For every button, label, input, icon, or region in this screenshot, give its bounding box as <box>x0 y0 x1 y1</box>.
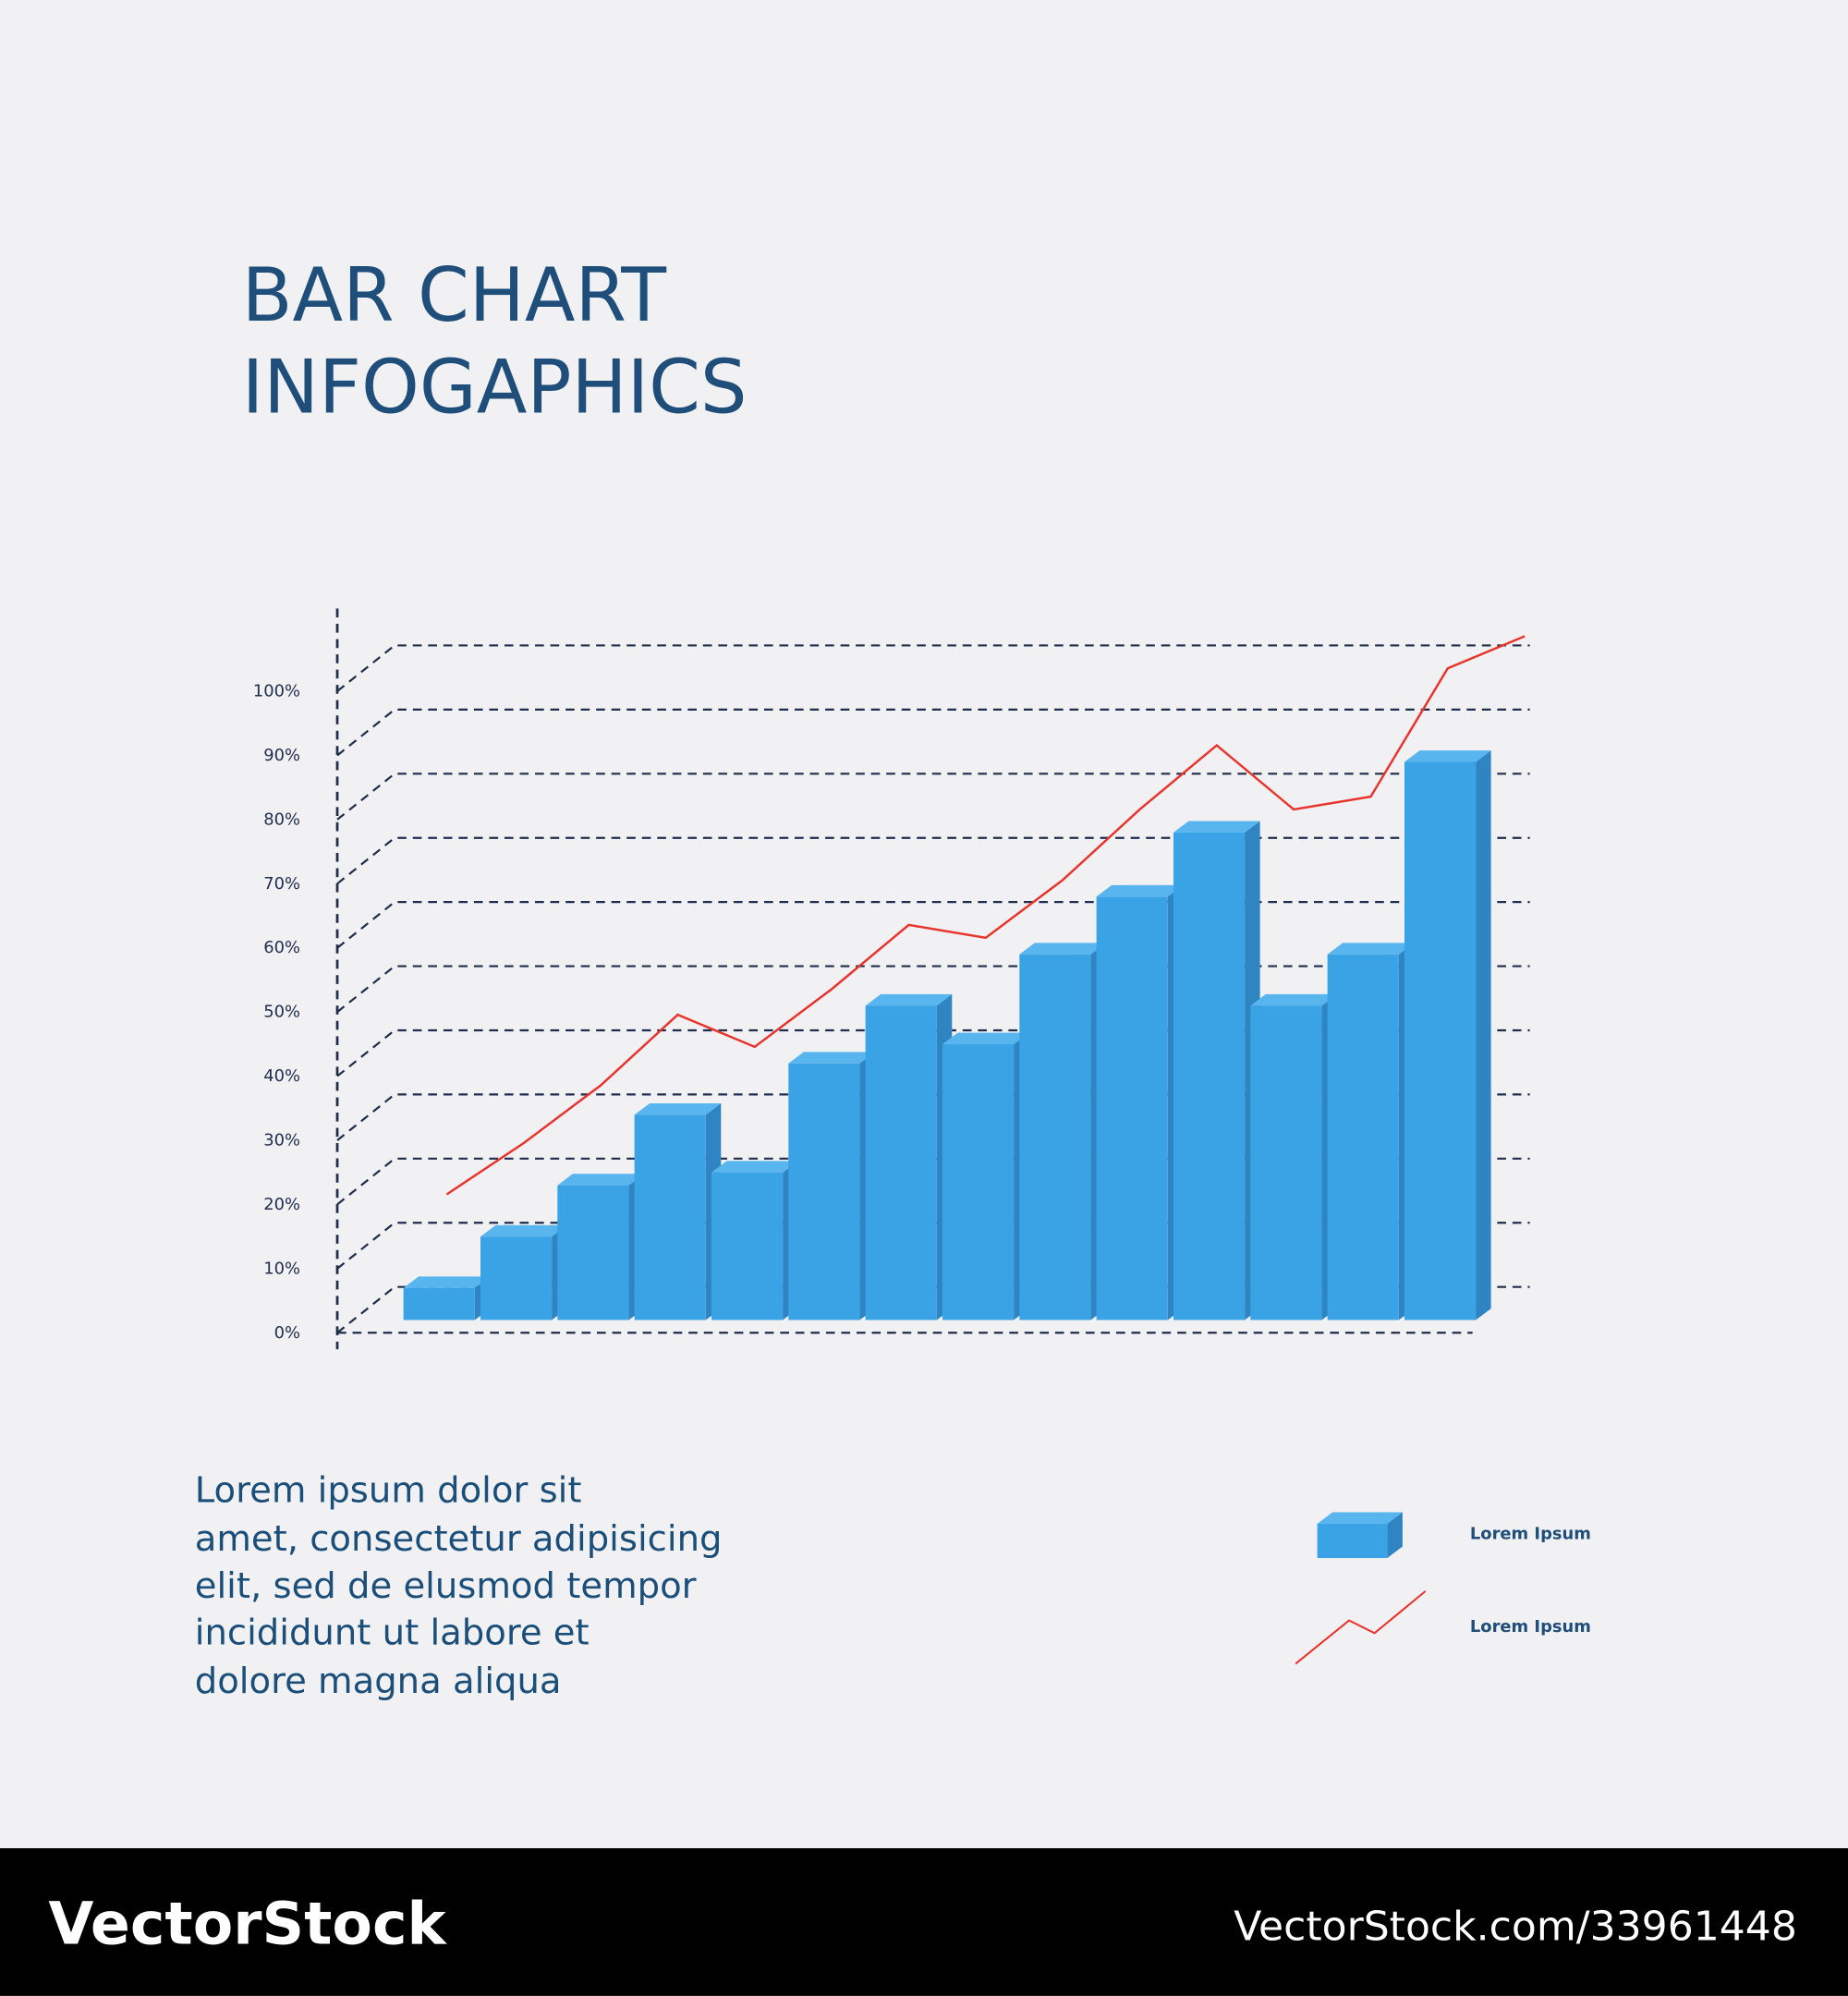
bar-top <box>1250 993 1337 1006</box>
bar-top <box>1404 750 1491 762</box>
bar <box>1327 954 1399 1321</box>
footer-band <box>0 1848 1848 1996</box>
bar <box>788 1063 860 1321</box>
bar <box>480 1236 553 1321</box>
bar <box>711 1172 784 1321</box>
y-tick-label: 40% <box>263 1066 300 1086</box>
legend-line <box>1295 1590 1427 1665</box>
bar <box>1404 761 1477 1321</box>
bar <box>634 1114 706 1321</box>
bar <box>1096 896 1168 1321</box>
bar <box>942 1043 1015 1321</box>
grid-line <box>336 708 1530 757</box>
grid-line <box>336 644 1530 692</box>
y-tick-label: 90% <box>263 746 300 765</box>
legend: Lorem Ipsum Lorem Ipsum <box>1295 1512 1591 1665</box>
bar-side <box>1476 750 1491 1321</box>
bar-top <box>1096 884 1184 897</box>
bar <box>557 1185 629 1321</box>
bar-top <box>403 1276 491 1288</box>
bar <box>1019 954 1091 1321</box>
legend-label: Lorem Ipsum <box>1470 1524 1591 1543</box>
footer-id: VectorStock.com/33961448 <box>1234 1903 1797 1950</box>
y-tick-label: 60% <box>263 938 300 957</box>
bar-top <box>634 1102 722 1115</box>
y-tick-label: 30% <box>263 1131 300 1150</box>
footer-brand: VectorStock <box>48 1889 447 1957</box>
legend-swatch <box>1317 1512 1403 1524</box>
y-tick-label: 70% <box>263 874 300 894</box>
y-tick-label: 10% <box>263 1259 300 1278</box>
bar-top <box>865 993 953 1006</box>
body-text: amet, consectetur adipisicing <box>195 1518 723 1560</box>
bar-top <box>1173 821 1260 833</box>
bar <box>865 1005 937 1321</box>
y-tick-label: 20% <box>263 1195 300 1214</box>
bar <box>1173 832 1246 1321</box>
body-text: dolore magna aliqua <box>195 1661 562 1702</box>
bar-top <box>788 1052 875 1064</box>
background <box>0 0 1848 1848</box>
title-line: BAR CHART <box>242 252 667 338</box>
grid-line <box>336 773 1530 821</box>
title-line: INFOGAPHICS <box>242 344 748 430</box>
bar-top <box>557 1174 644 1186</box>
bar-top <box>942 1032 1029 1044</box>
body-text: elit, sed de elusmod tempor <box>195 1565 697 1607</box>
bar-top <box>1327 943 1415 955</box>
bar-top <box>480 1224 567 1237</box>
grid-line <box>336 836 1530 885</box>
legend-swatch <box>1387 1512 1403 1559</box>
legend-swatch <box>1317 1523 1388 1559</box>
bar-top <box>1019 943 1106 955</box>
y-tick-label: 80% <box>263 809 300 829</box>
bar <box>1250 1005 1322 1321</box>
body-text: incididunt ut labore et <box>195 1613 590 1654</box>
bar-top <box>711 1161 798 1173</box>
y-tick-label: 0% <box>274 1323 300 1343</box>
bar <box>403 1287 475 1321</box>
y-tick-label: 100% <box>253 682 300 701</box>
chart: 0% 10% 20% 30% 40% 50% 60% 70% 80% 90% 100% <box>253 635 1530 1343</box>
line <box>445 635 1526 1196</box>
body-text: Lorem ipsum dolor sit <box>195 1469 582 1511</box>
legend-label: Lorem Ipsum <box>1470 1617 1591 1637</box>
y-tick-label: 50% <box>263 1003 300 1022</box>
